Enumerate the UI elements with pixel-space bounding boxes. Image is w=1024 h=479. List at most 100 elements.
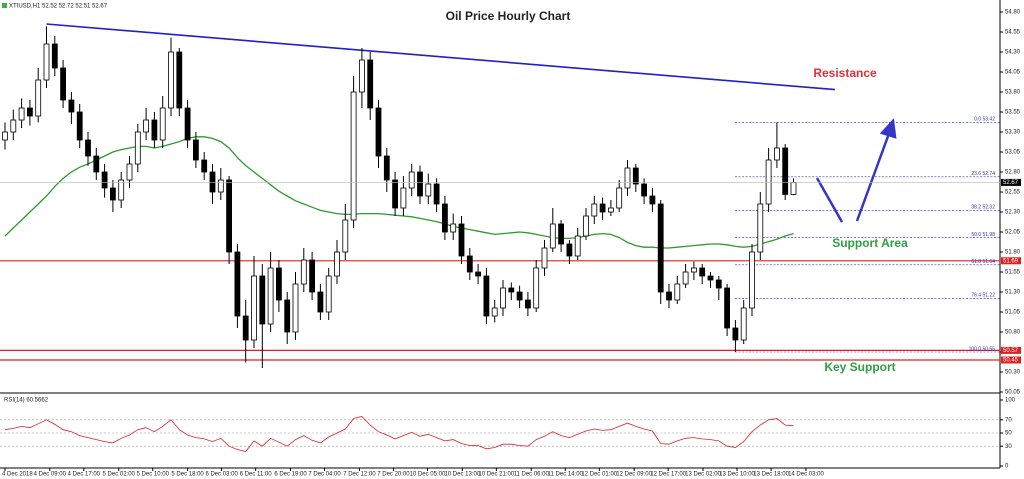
level-label: 51.69 xyxy=(1003,258,1019,264)
x-tick-label: 6 Dec 19:00 xyxy=(274,472,307,478)
candle-body xyxy=(251,275,257,341)
candle-body xyxy=(201,159,208,173)
candle-body xyxy=(143,119,150,133)
x-tick-label: 7 Dec 12:00 xyxy=(343,472,376,478)
candle-body xyxy=(151,119,158,141)
candle-body xyxy=(765,159,772,205)
candle-body xyxy=(458,223,465,257)
level-label: 50.45 xyxy=(1003,358,1019,364)
candle-body xyxy=(533,267,540,309)
candle-body xyxy=(267,267,274,325)
candle-body xyxy=(317,291,324,313)
candle-body xyxy=(334,251,340,277)
candle-body xyxy=(325,275,332,313)
fib-label: 100.0 50.55 xyxy=(969,346,996,352)
candle-body xyxy=(43,43,50,81)
x-tick-label: 4 Dec 17:00 xyxy=(68,472,101,478)
level-label-box xyxy=(1001,257,1021,265)
x-tick-label: 12 Dec 09:00 xyxy=(616,472,652,478)
candle-body xyxy=(408,171,415,189)
x-tick-label: 11 Dec 06:00 xyxy=(514,472,550,478)
candle-body xyxy=(350,91,357,221)
fib-label: 61.8 51.64 xyxy=(971,259,995,265)
candle-body xyxy=(749,251,755,309)
y-tick-label: 51.30 xyxy=(1005,290,1021,296)
y-tick-label: 52.30 xyxy=(1005,210,1021,216)
rsi-tick-label: 0 xyxy=(1005,464,1009,470)
y-tick-label: 54.05 xyxy=(1005,70,1021,76)
y-tick-label: 52.05 xyxy=(1005,230,1021,236)
candle-body xyxy=(134,131,141,165)
rsi-tick-label: 50 xyxy=(1005,431,1012,437)
candle-body xyxy=(433,183,440,205)
candle-body xyxy=(176,51,183,109)
candle-body xyxy=(632,167,639,185)
candle-body xyxy=(159,107,166,141)
candle-body xyxy=(657,203,664,293)
candle-body xyxy=(732,327,739,341)
x-tick-label: 6 Dec 03:00 xyxy=(205,472,238,478)
candle-body xyxy=(566,243,573,257)
candle-body xyxy=(367,59,374,109)
candle-body xyxy=(774,147,780,161)
annotation: Support Area xyxy=(832,236,908,250)
y-tick-label: 52.55 xyxy=(1005,190,1021,196)
candle-body xyxy=(192,139,199,161)
y-tick-label: 50.30 xyxy=(1005,370,1021,376)
annotation: Key Support xyxy=(824,360,895,374)
y-tick-label: 51.05 xyxy=(1005,310,1021,316)
candle-body xyxy=(118,179,125,201)
y-tick-label: 54.30 xyxy=(1005,50,1021,56)
candle-body xyxy=(574,235,581,257)
level-label-box xyxy=(1001,346,1021,354)
y-tick-label: 52.80 xyxy=(1005,170,1021,176)
candle-body xyxy=(292,283,299,333)
candle-body xyxy=(2,131,8,141)
x-tick-label: 7 Dec 04:00 xyxy=(308,472,341,478)
rsi-label: RSI(14) 60.5662 xyxy=(4,398,49,404)
y-tick-label: 50.80 xyxy=(1005,330,1021,336)
candle-body xyxy=(358,59,365,93)
candle-body xyxy=(724,287,730,329)
x-tick-label: 12 Dec 17:00 xyxy=(650,472,686,478)
y-tick-label: 54.55 xyxy=(1005,30,1021,36)
candle-body xyxy=(10,119,17,133)
candle-body xyxy=(76,111,83,141)
candle-body xyxy=(674,283,681,301)
candle-body xyxy=(450,223,457,233)
fib-label: 0.0 53.42 xyxy=(974,117,995,123)
candle-body xyxy=(666,291,672,301)
candle-body xyxy=(682,271,689,285)
y-tick-label: 53.80 xyxy=(1005,90,1021,96)
y-tick-label: 53.55 xyxy=(1005,110,1021,116)
candle-body xyxy=(275,267,282,301)
candle-body xyxy=(309,259,316,293)
candle-body xyxy=(549,223,556,249)
candle-body xyxy=(508,287,515,293)
x-tick-label: 14 Dec 03:00 xyxy=(788,472,824,478)
arrow-head xyxy=(879,118,897,139)
rsi-line xyxy=(4,416,794,452)
candle-body xyxy=(691,267,697,273)
fib-label: 76.4 51.22 xyxy=(971,293,995,299)
candle-body xyxy=(259,275,266,325)
candle-body xyxy=(26,107,33,117)
arrow-up xyxy=(855,127,893,222)
x-tick-label: 11 Dec 14:00 xyxy=(548,472,584,478)
candle-body xyxy=(500,287,506,309)
candle-body xyxy=(616,187,623,209)
header-icon xyxy=(2,3,7,8)
candle-body xyxy=(425,183,432,197)
candle-body xyxy=(101,171,108,189)
fib-label: 38.2 52.32 xyxy=(971,205,995,211)
x-tick-label: 13 Dec 10:00 xyxy=(719,472,755,478)
rsi-tick-label: 70 xyxy=(1005,417,1012,423)
rsi-tick-label: 100 xyxy=(1005,398,1016,404)
candle-body xyxy=(51,43,58,69)
candle-body xyxy=(93,155,100,173)
candle-body xyxy=(466,255,473,273)
current-price-box xyxy=(1001,178,1021,186)
candle-body xyxy=(558,223,564,245)
fib-label: 50.0 51.98 xyxy=(971,232,995,238)
